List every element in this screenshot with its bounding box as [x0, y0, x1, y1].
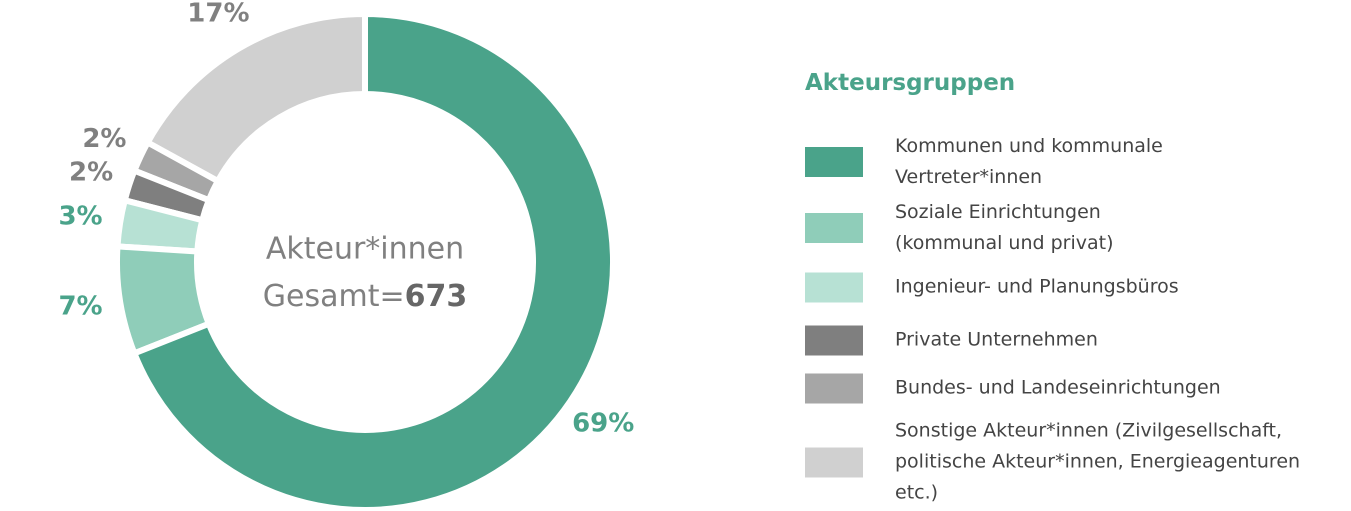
- center-label: Gesamt=: [263, 279, 405, 314]
- data-label: 17%: [187, 0, 249, 29]
- legend-item: Sonstige Akteur*innen (Zivilgesellschaft…: [805, 416, 1351, 509]
- legend-label: Soziale Einrichtungen (kommunal und priv…: [895, 201, 1114, 254]
- legend-swatch: [805, 325, 863, 355]
- legend-swatch: [805, 147, 863, 177]
- legend-item: Bundes- und Landeseinrichtungen: [805, 373, 1351, 404]
- legend-label: Kommunen und kommunale Vertreter*innen: [895, 135, 1163, 188]
- data-label: 3%: [58, 201, 102, 231]
- legend: Akteursgruppen Kommunen und kommunale Ve…: [805, 0, 1351, 511]
- legend-label: Sonstige Akteur*innen (Zivilgesellschaft…: [895, 419, 1301, 504]
- legend-item: Private Unternehmen: [805, 325, 1351, 356]
- legend-swatch: [805, 373, 863, 403]
- legend-item: Kommunen und kommunale Vertreter*innen: [805, 131, 1351, 193]
- legend-label: Ingenieur- und Planungsbüros: [895, 275, 1179, 298]
- legend-label: Bundes- und Landeseinrichtungen: [895, 376, 1221, 399]
- donut: Akteur*innen Gesamt=673 69% 7% 3% 2% 2% 17%: [58, 0, 634, 511]
- legend-swatch: [805, 447, 863, 477]
- total: 673: [405, 279, 468, 314]
- legend-label: Private Unternehmen: [895, 328, 1098, 351]
- center-label: Gesamt=673: [263, 279, 467, 314]
- slice: [114, 243, 213, 358]
- data-label: 2%: [82, 124, 126, 154]
- legend-item: Ingenieur- und Planungsbüros: [805, 272, 1351, 303]
- slice: [130, 10, 616, 511]
- legend-swatch: [805, 213, 863, 243]
- legend-item: Soziale Einrichtungen (kommunal und priv…: [805, 197, 1351, 259]
- center-label: Akteur*innen: [266, 232, 464, 267]
- data-label: 7%: [58, 292, 102, 322]
- legend-title: Akteursgruppen: [805, 70, 1016, 96]
- slice: [143, 10, 368, 186]
- legend-swatch: [805, 272, 863, 302]
- data-label: 69%: [572, 408, 634, 438]
- data-label: 2%: [69, 158, 113, 188]
